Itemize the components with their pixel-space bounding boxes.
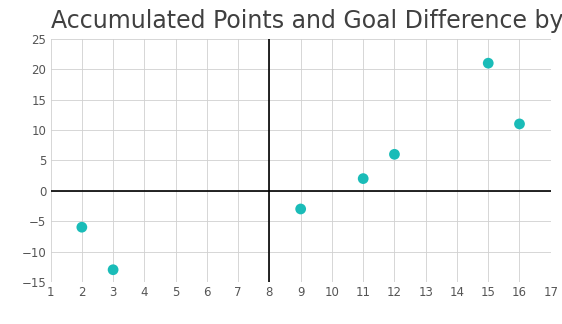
Point [515, 122, 524, 127]
Point [296, 206, 305, 212]
Point [484, 61, 493, 66]
Point [108, 267, 117, 272]
Text: Accumulated Points and Goal Difference by Club: Accumulated Points and Goal Difference b… [51, 9, 562, 33]
Point [390, 152, 399, 157]
Point [359, 176, 368, 181]
Point [78, 225, 87, 230]
